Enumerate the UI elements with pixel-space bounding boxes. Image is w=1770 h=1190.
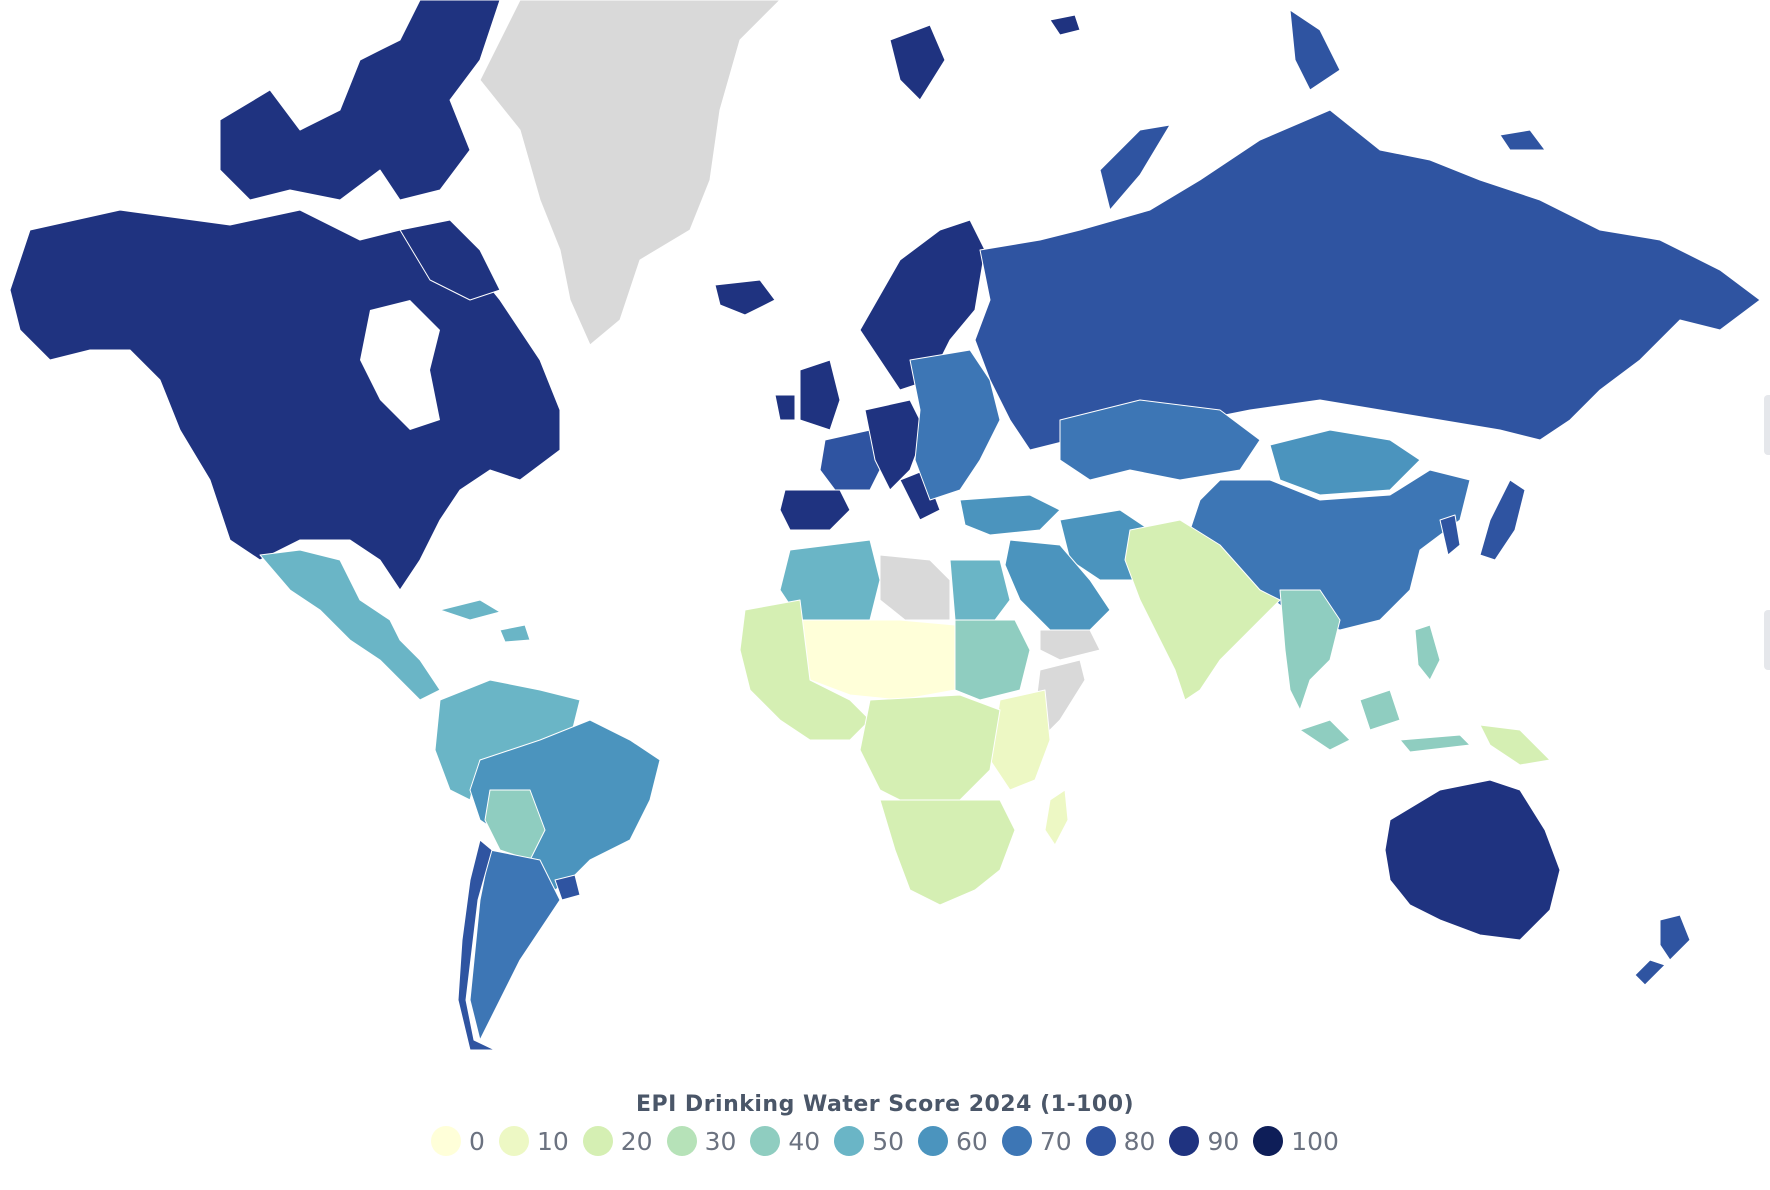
- legend: EPI Drinking Water Score 2024 (1-100) 0 1…: [0, 1090, 1770, 1156]
- hudson-bay: [360, 300, 440, 430]
- region-indonesia[interactable]: [1299, 689, 1471, 753]
- legend-label: 80: [1123, 1126, 1156, 1156]
- legend-item: 10: [498, 1126, 569, 1156]
- legend-label: 40: [788, 1126, 821, 1156]
- region-png[interactable]: [1479, 724, 1551, 766]
- region-egypt[interactable]: [949, 559, 1011, 621]
- legend-item: 20: [582, 1126, 653, 1156]
- region-iberia[interactable]: [779, 489, 851, 531]
- region-uk-ireland[interactable]: [774, 359, 841, 431]
- region-australia[interactable]: [1384, 779, 1561, 941]
- region-chile[interactable]: [457, 839, 496, 1051]
- region-korea[interactable]: [1439, 514, 1461, 556]
- legend-label: 90: [1207, 1126, 1240, 1156]
- legend-label: 60: [956, 1126, 988, 1156]
- world-choropleth-map[interactable]: [0, 0, 1770, 1090]
- region-russia[interactable]: [974, 109, 1761, 451]
- region-uruguay[interactable]: [554, 874, 581, 901]
- region-philippines[interactable]: [1414, 624, 1441, 681]
- legend-item: 90: [1169, 1126, 1239, 1156]
- side-scroll-tab[interactable]: [1764, 395, 1770, 455]
- legend-items: 0 10 20 30 40 50 60 70 80 90 100: [0, 1126, 1770, 1156]
- legend-swatch: [1001, 1126, 1032, 1156]
- region-nordic[interactable]: [859, 219, 986, 391]
- legend-item: 60: [918, 1126, 988, 1156]
- legend-swatch: [1169, 1126, 1200, 1156]
- legend-swatch: [750, 1126, 781, 1156]
- region-svalbard[interactable]: [889, 14, 1081, 101]
- legend-label: 20: [620, 1126, 653, 1156]
- legend-item: 50: [834, 1126, 904, 1156]
- legend-label: 10: [536, 1126, 569, 1156]
- legend-label: 30: [704, 1126, 737, 1156]
- legend-swatch: [582, 1126, 613, 1156]
- region-sudan[interactable]: [954, 619, 1031, 701]
- region-caribbean[interactable]: [439, 599, 531, 643]
- region-sahel[interactable]: [799, 619, 956, 701]
- region-west-africa[interactable]: [739, 599, 871, 741]
- region-mongolia[interactable]: [1269, 429, 1421, 496]
- legend-swatch: [431, 1126, 462, 1156]
- legend-swatch: [666, 1126, 697, 1156]
- legend-swatch: [1085, 1126, 1116, 1156]
- legend-label: 50: [872, 1126, 904, 1156]
- region-central-africa[interactable]: [859, 694, 1001, 811]
- region-argentina[interactable]: [469, 849, 561, 1041]
- legend-item: 30: [666, 1126, 737, 1156]
- region-libya[interactable]: [879, 554, 951, 621]
- legend-title: EPI Drinking Water Score 2024 (1-100): [635, 1092, 1135, 1117]
- region-arctic-islands[interactable]: [219, 0, 501, 201]
- region-japan[interactable]: [1479, 479, 1526, 561]
- legend-swatch: [498, 1126, 529, 1156]
- region-central-asia[interactable]: [1059, 399, 1261, 481]
- region-southern-africa[interactable]: [879, 799, 1016, 906]
- region-arctic-islands[interactable]: [399, 219, 501, 301]
- region-madagascar[interactable]: [1044, 789, 1069, 846]
- region-iceland[interactable]: [714, 279, 776, 316]
- region-eastern-europe[interactable]: [909, 349, 1001, 501]
- region-russia[interactable]: [1099, 9, 1546, 211]
- region-yemen-oman[interactable]: [1039, 629, 1101, 661]
- legend-item: 40: [750, 1126, 820, 1156]
- legend-item: 100: [1253, 1126, 1339, 1156]
- legend-label: 70: [1039, 1126, 1072, 1156]
- region-new-zealand[interactable]: [1634, 914, 1691, 986]
- legend-label: 100: [1291, 1126, 1339, 1156]
- legend-item: 0: [431, 1126, 485, 1156]
- side-scroll-tab[interactable]: [1764, 610, 1770, 670]
- legend-item: 80: [1085, 1126, 1156, 1156]
- region-greenland[interactable]: [479, 0, 781, 346]
- region-southeast-asia[interactable]: [1279, 589, 1341, 711]
- region-east-africa[interactable]: [989, 689, 1051, 791]
- legend-swatch: [1253, 1126, 1284, 1156]
- legend-swatch: [834, 1126, 865, 1156]
- legend-swatch: [918, 1126, 948, 1156]
- legend-label: 0: [469, 1126, 485, 1156]
- region-india-south-asia[interactable]: [1124, 519, 1281, 701]
- region-mexico-central-america[interactable]: [259, 549, 441, 701]
- legend-item: 70: [1001, 1126, 1072, 1156]
